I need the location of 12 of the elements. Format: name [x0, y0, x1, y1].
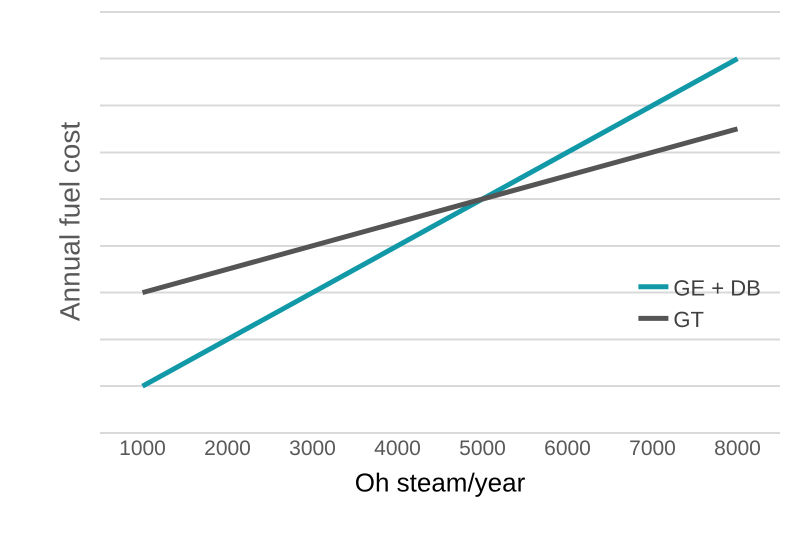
x-tick-label: 7000 — [629, 437, 676, 460]
x-tick-label: 2000 — [204, 437, 251, 460]
x-tick-label: 6000 — [544, 437, 591, 460]
x-tick-label: 1000 — [119, 437, 166, 460]
legend-label: GT — [673, 306, 704, 332]
x-tick-label: 4000 — [374, 437, 421, 460]
y-axis-title: Annual fuel cost — [54, 122, 86, 322]
x-tick-label: 5000 — [459, 437, 506, 460]
x-tick-label: 8000 — [714, 437, 761, 460]
x-axis-title: Oh steam/year — [354, 468, 526, 498]
legend-label: GE + DB — [673, 275, 761, 300]
x-tick-label: 3000 — [289, 437, 336, 460]
